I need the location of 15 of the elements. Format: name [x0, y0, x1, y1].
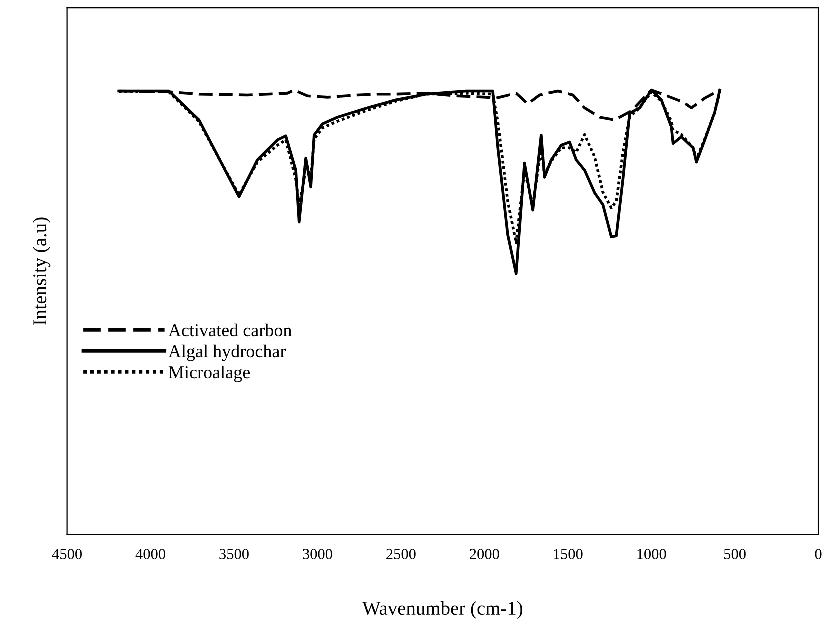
legend-label: Algal hydrochar: [168, 344, 286, 362]
x-axis-title: Wavenumber (cm-1): [362, 601, 523, 620]
x-tick-label: 0: [815, 549, 822, 560]
legend-label: Microalage: [168, 366, 250, 382]
y-axis-title: Intensity (a.u): [32, 218, 51, 326]
x-tick-label: 3500: [220, 549, 249, 560]
legend-label: Activated carbon: [168, 324, 292, 337]
x-tick-label: 3000: [303, 549, 332, 560]
x-tick-label: 4500: [52, 549, 82, 560]
x-tick-label: 2000: [470, 549, 500, 560]
x-tick-label: 1500: [554, 549, 583, 560]
x-tick-label: 2500: [386, 549, 416, 560]
x-tick-label: 4000: [136, 549, 166, 560]
x-tick-label: 500: [724, 549, 746, 560]
x-tick-label: 1000: [638, 549, 666, 560]
